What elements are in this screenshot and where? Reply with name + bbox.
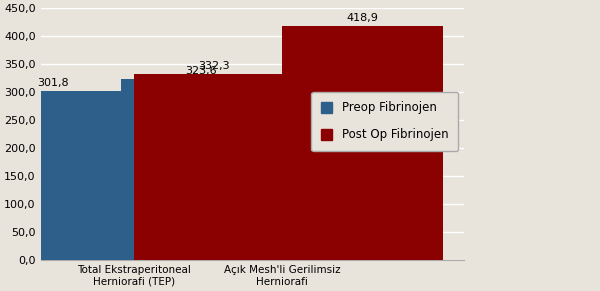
Text: 301,8: 301,8 bbox=[38, 78, 69, 88]
Legend: Preop Fibrinojen, Post Op Fibrinojen: Preop Fibrinojen, Post Op Fibrinojen bbox=[311, 92, 458, 151]
Bar bbox=[0, 91, 134, 260]
Bar bbox=[121, 79, 282, 260]
Bar bbox=[282, 26, 443, 260]
Text: 323,6: 323,6 bbox=[185, 66, 217, 76]
Text: 418,9: 418,9 bbox=[346, 13, 378, 23]
Text: 332,3: 332,3 bbox=[199, 61, 230, 71]
Bar bbox=[134, 74, 295, 260]
